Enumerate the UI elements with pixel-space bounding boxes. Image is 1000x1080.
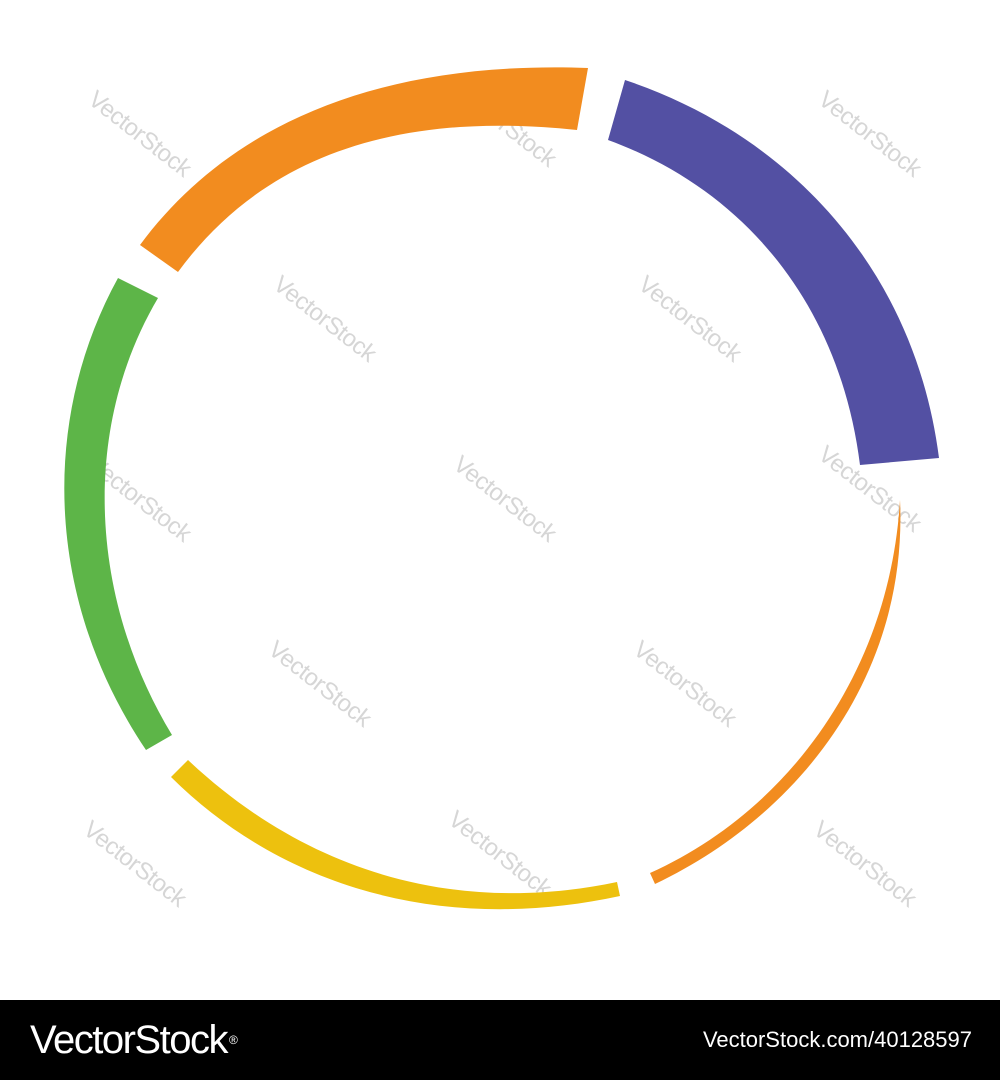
watermark-text: VectorStock <box>808 816 922 914</box>
yellow-arc <box>171 760 620 910</box>
watermark-text: VectorStock <box>628 636 742 734</box>
watermark-text: VectorStock <box>448 451 562 549</box>
watermark-text: VectorStock <box>443 806 557 904</box>
watermark-text: VectorStock <box>813 86 927 184</box>
vectorstock-logo: VectorStock ® <box>30 1017 238 1063</box>
watermark-text: VectorStock <box>633 271 747 369</box>
watermark-text: VectorStock <box>263 636 377 734</box>
watermark-text: VectorStock <box>268 271 382 369</box>
ring-graphic: VectorStock VectorStock VectorStock VectorS… <box>64 67 939 914</box>
orange-thin-arc <box>650 500 901 884</box>
purple-arc <box>608 80 939 465</box>
footer-bar: VectorStock ® VectorStock.com/40128597 <box>0 1000 1000 1080</box>
ring-illustration: VectorStock VectorStock VectorStock VectorS… <box>64 67 939 914</box>
watermark-text: VectorStock <box>83 86 197 184</box>
image-id-label: VectorStock.com/40128597 <box>702 1027 972 1052</box>
logo-wordmark: VectorStock <box>30 1018 228 1062</box>
watermark-text: VectorStock <box>78 816 192 914</box>
registered-mark: ® <box>228 1033 238 1047</box>
green-arc <box>64 278 172 750</box>
orange-arc <box>140 67 588 272</box>
